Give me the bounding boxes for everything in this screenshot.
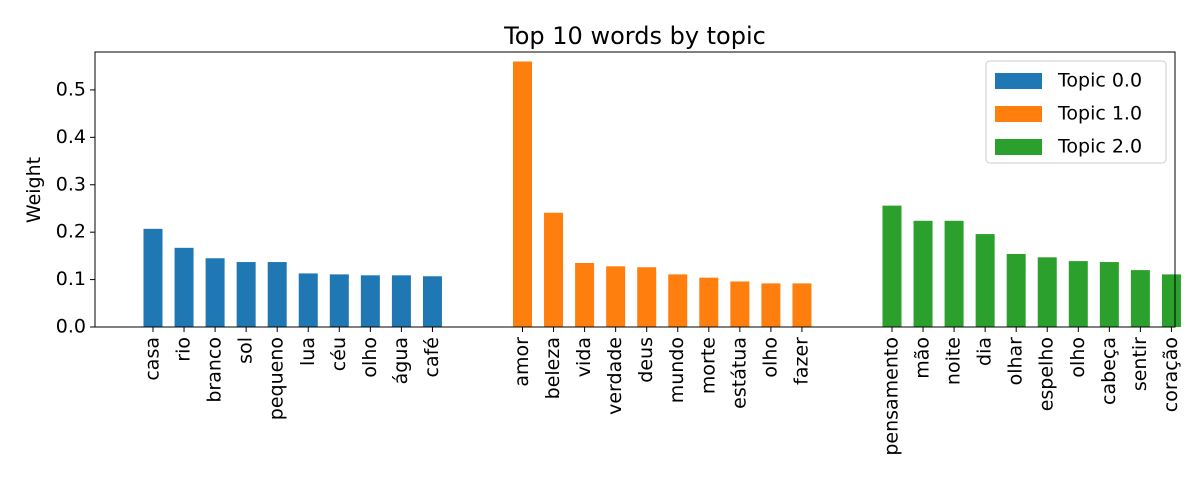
x-tick-label: beleza [542, 337, 564, 399]
bar-topic-2-6 [1068, 261, 1088, 327]
bar-topic-0-0 [143, 228, 163, 327]
bar-topic-1-1 [544, 212, 564, 327]
legend: Topic 0.0 Topic 1.0 Topic 2.0 [985, 60, 1167, 164]
bar-topic-0-5 [298, 273, 318, 327]
x-tick-label: morte [697, 337, 719, 394]
bar-topic-1-5 [668, 274, 688, 327]
x-tick-label: sentir [1129, 337, 1151, 391]
bar-topic-0-2 [205, 258, 225, 327]
y-tick-label: 0.5 [56, 78, 86, 100]
x-tick-label: verdade [604, 337, 626, 415]
bar-topic-2-0 [882, 205, 902, 327]
x-tick-label: dia [974, 337, 996, 366]
y-tick-label: 0.3 [56, 173, 86, 195]
x-tick-label: vida [573, 337, 595, 377]
legend-label-topic-1: Topic 1.0 [1057, 103, 1142, 125]
bar-topic-0-7 [360, 275, 380, 327]
bar-topic-0-1 [174, 247, 194, 327]
x-tick-label: água [390, 337, 412, 384]
x-tick-label: pequeno [266, 337, 288, 420]
x-tick-label: estátua [728, 337, 750, 409]
x-tick-label: olho [359, 337, 381, 378]
bar-topic-2-4 [1006, 253, 1026, 327]
y-tick-label: 0.4 [56, 126, 86, 148]
bar-topic-1-3 [606, 266, 626, 327]
x-tick-label: deus [635, 337, 657, 383]
bar-topic-0-9 [422, 276, 442, 327]
x-tick-label: olhar [1005, 337, 1027, 386]
x-tick-label: café [421, 337, 443, 377]
bar-topic-1-8 [761, 283, 781, 327]
x-tick-label: casa [142, 337, 164, 381]
x-tick-label: olho [759, 337, 781, 378]
x-tick-label: lua [297, 337, 319, 366]
bar-topic-2-8 [1130, 270, 1150, 327]
legend-label-topic-0: Topic 0.0 [1057, 70, 1142, 92]
bar-topic-2-3 [975, 234, 995, 327]
bar-topic-0-4 [267, 262, 287, 327]
legend-label-topic-2: Topic 2.0 [1057, 136, 1142, 158]
x-tick-label: olho [1067, 337, 1089, 378]
bar-topic-2-1 [913, 220, 933, 327]
bar-topic-2-2 [944, 220, 964, 327]
bar-topic-1-6 [699, 277, 719, 327]
x-tick-label: coração [1160, 337, 1182, 412]
x-tick-label: noite [943, 337, 965, 385]
x-tick-label: mão [912, 337, 934, 379]
y-tick-label: 0.1 [56, 268, 86, 290]
bar-topic-1-0 [512, 61, 532, 327]
bar-topic-1-9 [792, 283, 812, 327]
x-tick-label: mundo [666, 337, 688, 403]
bar-topic-0-8 [391, 275, 411, 327]
bar-topic-2-9 [1161, 274, 1181, 327]
legend-swatch-topic-0 [995, 73, 1042, 89]
x-tick-label: cabeça [1098, 337, 1120, 405]
plot-frame [94, 51, 1176, 328]
bar-topic-1-4 [637, 267, 657, 327]
y-tick-label: 0.2 [56, 221, 86, 243]
bar-topic-2-7 [1099, 262, 1119, 327]
bar-topic-1-7 [730, 281, 750, 327]
legend-swatch-topic-2 [995, 139, 1042, 155]
x-tick-label: amor [511, 337, 533, 387]
x-tick-label: sol [235, 337, 257, 364]
x-tick-label: céu [328, 337, 350, 371]
chart-title: Top 10 words by topic [503, 22, 766, 50]
bar-topic-2-5 [1037, 257, 1057, 327]
bar-topic-1-2 [575, 262, 595, 327]
plot-area: casa rio branco sol pequeno lua céu olho água caf… [56, 51, 1182, 456]
x-tick-label: rio [173, 337, 195, 362]
y-tick-label: 0.0 [56, 316, 86, 338]
x-tick-label: espelho [1036, 337, 1058, 411]
legend-swatch-topic-1 [995, 106, 1042, 122]
x-tick-label: branco [204, 337, 226, 403]
y-axis-label: Weight [23, 157, 45, 223]
bar-topic-0-3 [236, 262, 256, 327]
x-tick-label: pensamento [880, 337, 902, 456]
bar-topic-0-6 [329, 274, 349, 327]
x-tick-label: fazer [790, 337, 812, 385]
